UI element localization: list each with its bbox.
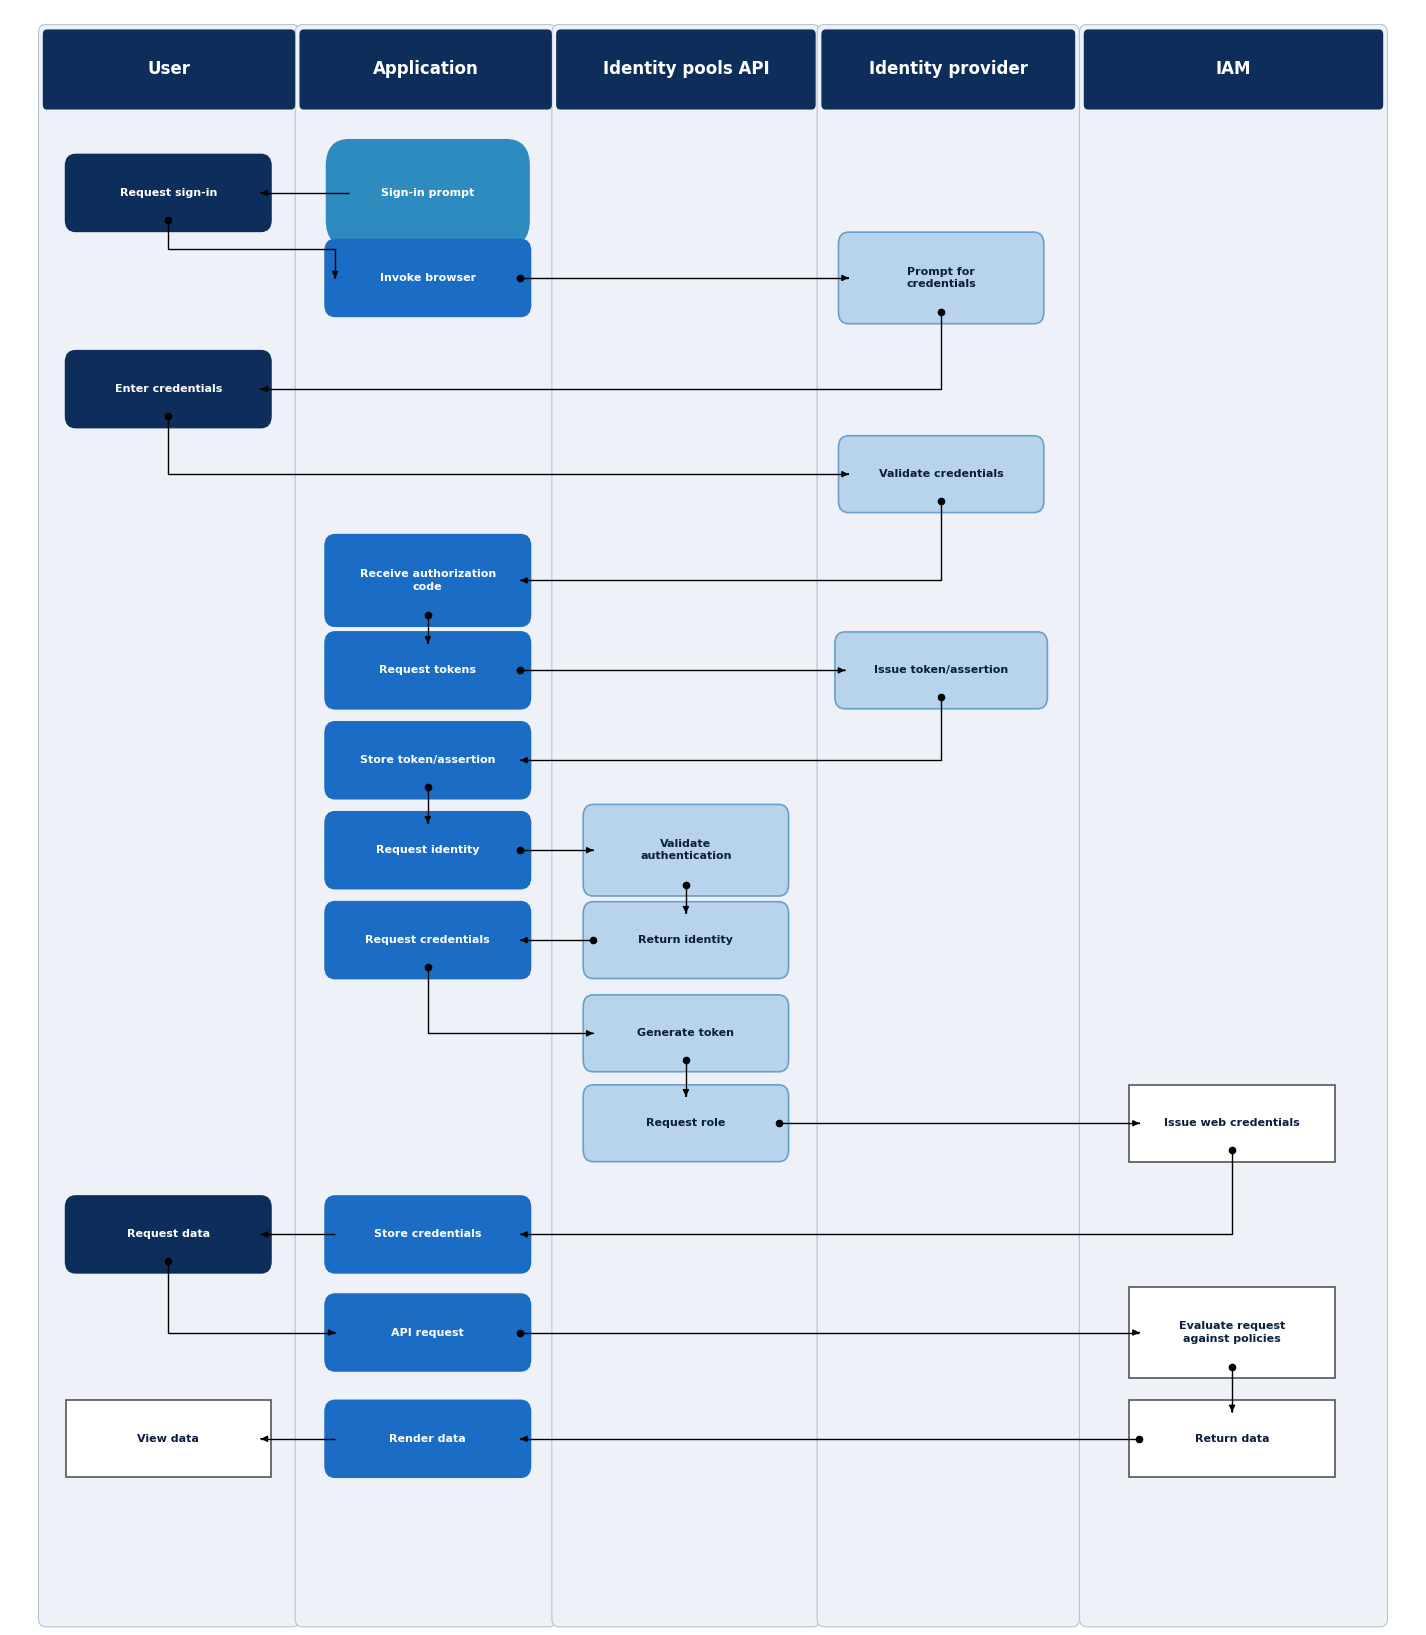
FancyBboxPatch shape	[552, 25, 820, 1627]
FancyBboxPatch shape	[583, 1086, 789, 1161]
Text: Evaluate request
against policies: Evaluate request against policies	[1179, 1321, 1285, 1344]
Text: View data: View data	[137, 1434, 200, 1444]
FancyBboxPatch shape	[556, 29, 816, 110]
Text: Receive authorization
code: Receive authorization code	[359, 569, 496, 592]
Text: API request: API request	[391, 1328, 465, 1337]
FancyBboxPatch shape	[325, 1295, 530, 1370]
Text: Request tokens: Request tokens	[379, 665, 476, 675]
Text: Prompt for
credentials: Prompt for credentials	[907, 267, 975, 289]
Text: Return data: Return data	[1195, 1434, 1269, 1444]
FancyBboxPatch shape	[39, 25, 299, 1627]
Text: Store credentials: Store credentials	[374, 1230, 482, 1239]
FancyBboxPatch shape	[325, 631, 530, 708]
Text: Return identity: Return identity	[639, 935, 733, 945]
FancyBboxPatch shape	[66, 1400, 271, 1478]
FancyBboxPatch shape	[583, 903, 789, 978]
Text: Identity pools API: Identity pools API	[603, 60, 769, 78]
FancyBboxPatch shape	[583, 994, 789, 1073]
Text: IAM: IAM	[1216, 60, 1251, 78]
FancyBboxPatch shape	[299, 29, 552, 110]
Text: Invoke browser: Invoke browser	[379, 273, 476, 283]
Text: Validate
authentication: Validate authentication	[640, 839, 732, 862]
Text: Enter credentials: Enter credentials	[114, 384, 222, 394]
FancyBboxPatch shape	[1129, 1400, 1335, 1478]
FancyBboxPatch shape	[1129, 1287, 1335, 1378]
FancyBboxPatch shape	[838, 435, 1044, 512]
Text: Validate credentials: Validate credentials	[878, 469, 1004, 479]
FancyBboxPatch shape	[325, 535, 530, 626]
FancyBboxPatch shape	[325, 903, 530, 978]
FancyBboxPatch shape	[325, 721, 530, 798]
Text: Request identity: Request identity	[376, 845, 479, 855]
FancyBboxPatch shape	[66, 154, 271, 231]
FancyBboxPatch shape	[66, 350, 271, 427]
Text: Generate token: Generate token	[637, 1028, 734, 1038]
FancyBboxPatch shape	[1084, 29, 1383, 110]
Text: Request credentials: Request credentials	[365, 935, 491, 945]
Text: User: User	[147, 60, 191, 78]
FancyBboxPatch shape	[838, 232, 1044, 324]
Text: Issue web credentials: Issue web credentials	[1164, 1118, 1301, 1128]
Text: Issue token/assertion: Issue token/assertion	[874, 665, 1008, 675]
FancyBboxPatch shape	[325, 811, 530, 889]
FancyBboxPatch shape	[821, 29, 1075, 110]
FancyBboxPatch shape	[1079, 25, 1387, 1627]
FancyBboxPatch shape	[66, 1197, 271, 1272]
FancyBboxPatch shape	[43, 29, 295, 110]
Text: Identity provider: Identity provider	[868, 60, 1028, 78]
FancyBboxPatch shape	[325, 1197, 530, 1272]
FancyBboxPatch shape	[325, 239, 530, 316]
Text: Render data: Render data	[389, 1434, 466, 1444]
Text: Application: Application	[372, 60, 479, 78]
FancyBboxPatch shape	[295, 25, 556, 1627]
Text: Request data: Request data	[127, 1230, 210, 1239]
FancyBboxPatch shape	[583, 804, 789, 896]
FancyBboxPatch shape	[817, 25, 1079, 1627]
Text: Request sign-in: Request sign-in	[120, 188, 217, 198]
Text: Store token/assertion: Store token/assertion	[359, 755, 496, 765]
FancyBboxPatch shape	[325, 1400, 530, 1478]
FancyBboxPatch shape	[836, 631, 1047, 708]
FancyBboxPatch shape	[327, 139, 529, 245]
Text: Sign-in prompt: Sign-in prompt	[381, 188, 475, 198]
FancyBboxPatch shape	[1129, 1086, 1335, 1161]
Text: Request role: Request role	[646, 1118, 726, 1128]
